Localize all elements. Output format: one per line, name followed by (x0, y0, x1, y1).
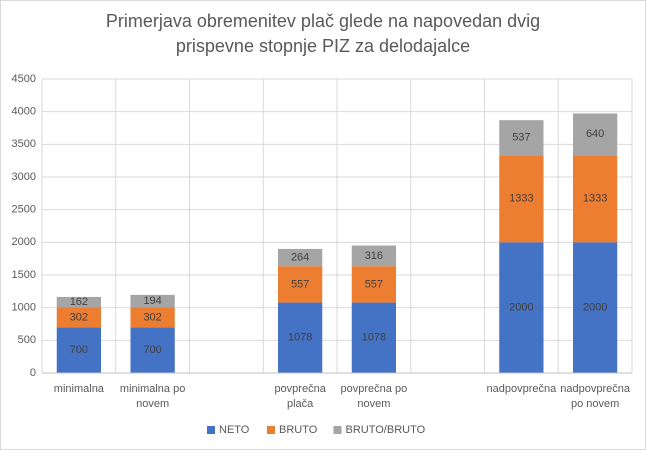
legend-swatch (333, 426, 342, 434)
x-tick-label: minimalna (54, 383, 105, 395)
bar-segment (130, 307, 175, 328)
bar-segment (351, 302, 396, 373)
y-tick-label: 500 (18, 334, 36, 346)
legend-swatch (267, 426, 275, 434)
x-tick-label: povprečna plača (274, 383, 326, 410)
data-label: 1333 (509, 193, 533, 205)
data-label: 700 (143, 344, 161, 356)
bar-segment (130, 327, 175, 373)
y-tick-label: 3000 (12, 171, 36, 183)
bar-segment (56, 296, 101, 308)
bar-segment (499, 242, 544, 373)
bar-segment (56, 327, 101, 373)
bar-segment (573, 242, 618, 373)
data-label: 302 (70, 311, 88, 323)
legend-label: NETO (219, 424, 250, 436)
legend-label: BRUTO/BRUTO (346, 424, 426, 436)
data-label: 537 (512, 132, 530, 144)
y-tick-label: 4000 (12, 106, 36, 118)
data-label: 162 (70, 296, 88, 308)
y-tick-label: 1000 (12, 302, 36, 314)
chart-title: prispevne stopnje PIZ za delodajalce (176, 36, 470, 56)
y-tick-label: 1500 (12, 269, 36, 281)
y-tick-label: 4500 (12, 73, 36, 85)
y-tick-label: 3500 (12, 138, 36, 150)
y-tick-label: 0 (30, 367, 36, 379)
data-label: 2000 (509, 302, 533, 314)
bar-segment (499, 120, 544, 156)
x-tick-label: nadpovprečna (487, 383, 558, 395)
y-tick-label: 2500 (12, 204, 36, 216)
x-tick-label: minimalna po novem (120, 383, 185, 410)
chart-title: Primerjava obremenitev plač glede na nap… (106, 11, 540, 31)
bar-segment (278, 302, 323, 373)
data-label: 1078 (288, 332, 312, 344)
bar-segment (573, 113, 618, 156)
data-label: 700 (70, 344, 88, 356)
bar-segment (499, 155, 544, 243)
data-label: 1333 (583, 193, 607, 205)
data-label: 316 (365, 250, 383, 262)
bar-segment (56, 307, 101, 328)
bar-segment (130, 294, 175, 308)
data-label: 194 (143, 295, 161, 307)
data-label: 2000 (583, 302, 607, 314)
data-label: 640 (586, 128, 604, 140)
bar-segment (351, 245, 396, 267)
x-tick-label: nadpovprečna po novem (560, 383, 631, 410)
data-label: 264 (291, 251, 309, 263)
legend-swatch (207, 426, 215, 434)
data-label: 302 (143, 311, 161, 323)
bar-segment (278, 266, 323, 303)
x-tick-label: povprečna po novem (341, 383, 408, 410)
data-label: 557 (365, 278, 383, 290)
bar-segment (573, 155, 618, 243)
bar-segment (351, 266, 396, 303)
y-tick-label: 2000 (12, 236, 36, 248)
data-label: 557 (291, 278, 309, 290)
legend-label: BRUTO (279, 424, 318, 436)
bar-segment (278, 248, 323, 267)
data-label: 1078 (362, 332, 386, 344)
